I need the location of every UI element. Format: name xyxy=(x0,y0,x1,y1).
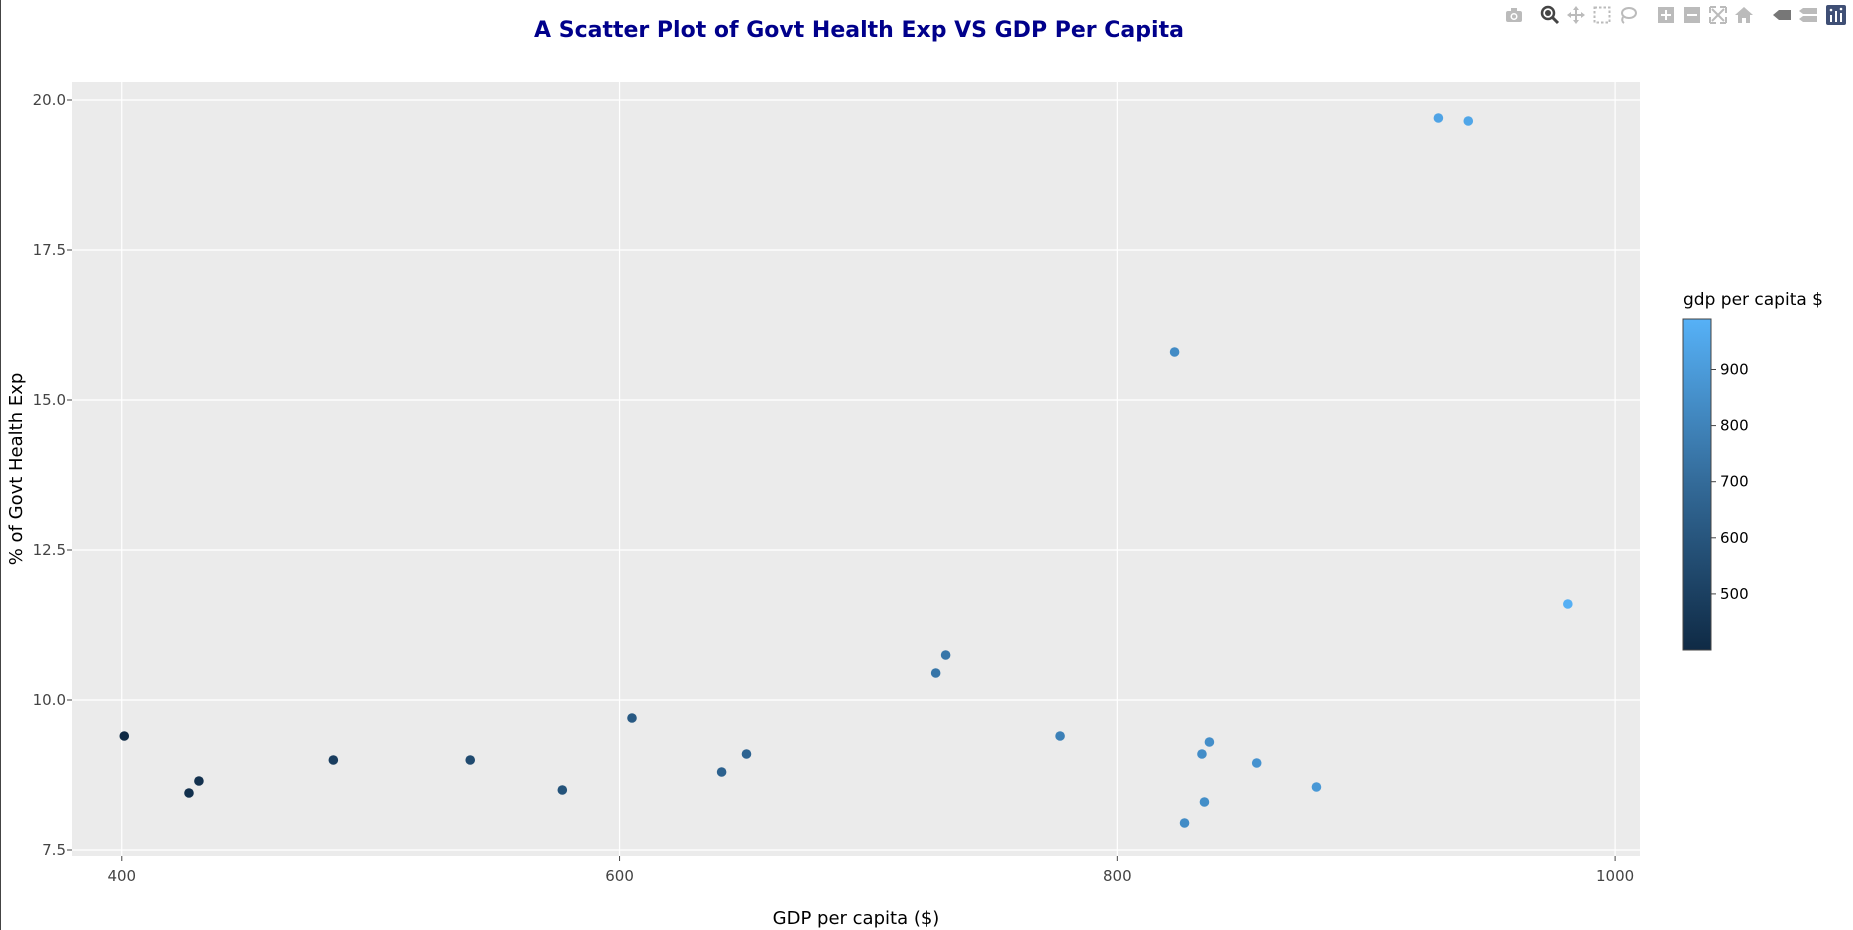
y-tick-label: 7.5 xyxy=(42,841,66,859)
data-point[interactable] xyxy=(1197,749,1207,759)
data-point[interactable] xyxy=(1563,599,1573,609)
data-point[interactable] xyxy=(1463,116,1474,126)
data-point[interactable] xyxy=(328,755,339,765)
data-point[interactable] xyxy=(465,755,476,765)
colorbar-tick-label: 500 xyxy=(1720,585,1749,603)
colorbar-gradient xyxy=(1682,318,1712,651)
data-point[interactable] xyxy=(1199,797,1210,807)
zoom-out-icon[interactable] xyxy=(1681,4,1703,26)
y-tick-label: 17.5 xyxy=(33,241,66,259)
x-axis-ticks: 400 600 800 1000 xyxy=(107,856,1634,885)
hover-compare-icon[interactable] xyxy=(1797,4,1819,26)
colorbar-ticks: 500 600 700 800 900 xyxy=(1711,360,1749,603)
colorbar-tick-label: 800 xyxy=(1720,417,1749,435)
data-point[interactable] xyxy=(1433,113,1444,123)
y-tick-label: 10.0 xyxy=(33,691,66,709)
data-point[interactable] xyxy=(119,731,130,741)
x-tick-label: 1000 xyxy=(1596,867,1634,885)
colorbar-tick-label: 600 xyxy=(1720,529,1749,547)
plot-area[interactable] xyxy=(72,82,1640,856)
zoom-icon[interactable] xyxy=(1539,4,1561,26)
x-tick-label: 800 xyxy=(1103,867,1132,885)
colorbar: gdp per capita $ 500 600 700 800 900 xyxy=(1682,290,1823,651)
data-point[interactable] xyxy=(1179,818,1190,828)
y-tick-label: 15.0 xyxy=(33,391,66,409)
data-point[interactable] xyxy=(930,668,941,678)
data-point[interactable] xyxy=(557,785,568,795)
x-tick-label: 400 xyxy=(107,867,136,885)
spike-lines-icon[interactable] xyxy=(1771,4,1793,26)
y-tick-label: 12.5 xyxy=(33,541,66,559)
x-axis-title: GDP per capita ($) xyxy=(773,908,940,929)
chart-title: A Scatter Plot of Govt Health Exp VS GDP… xyxy=(534,18,1184,43)
data-point[interactable] xyxy=(627,713,637,723)
colorbar-tick-label: 700 xyxy=(1720,473,1749,491)
box-select-icon[interactable] xyxy=(1591,4,1613,26)
data-points xyxy=(119,113,1573,828)
y-axis-title: % of Govt Health Exp xyxy=(6,373,27,566)
plotly-logo-icon[interactable] xyxy=(1825,4,1847,26)
data-point[interactable] xyxy=(940,650,951,660)
window-left-border xyxy=(0,0,1,930)
data-point[interactable] xyxy=(1204,737,1215,747)
pan-icon[interactable] xyxy=(1565,4,1587,26)
data-point[interactable] xyxy=(1311,782,1322,792)
colorbar-title: gdp per capita $ xyxy=(1683,290,1823,310)
modebar xyxy=(1495,4,1847,26)
data-point[interactable] xyxy=(1169,347,1180,357)
lasso-select-icon[interactable] xyxy=(1617,4,1639,26)
data-point[interactable] xyxy=(1055,731,1065,741)
colorbar-tick-label: 900 xyxy=(1720,360,1749,378)
data-point[interactable] xyxy=(1251,758,1262,768)
zoom-in-icon[interactable] xyxy=(1655,4,1677,26)
y-axis-ticks: 7.5 10.0 12.5 15.0 17.5 20.0 xyxy=(33,91,72,859)
data-point[interactable] xyxy=(741,749,752,759)
data-point[interactable] xyxy=(184,788,194,798)
data-point[interactable] xyxy=(194,776,204,786)
camera-icon[interactable] xyxy=(1503,4,1525,26)
data-point[interactable] xyxy=(716,767,727,777)
x-tick-label: 600 xyxy=(605,867,634,885)
reset-axes-icon[interactable] xyxy=(1733,4,1755,26)
autoscale-icon[interactable] xyxy=(1707,4,1729,26)
y-tick-label: 20.0 xyxy=(33,91,66,109)
grid-lines xyxy=(72,82,1640,856)
